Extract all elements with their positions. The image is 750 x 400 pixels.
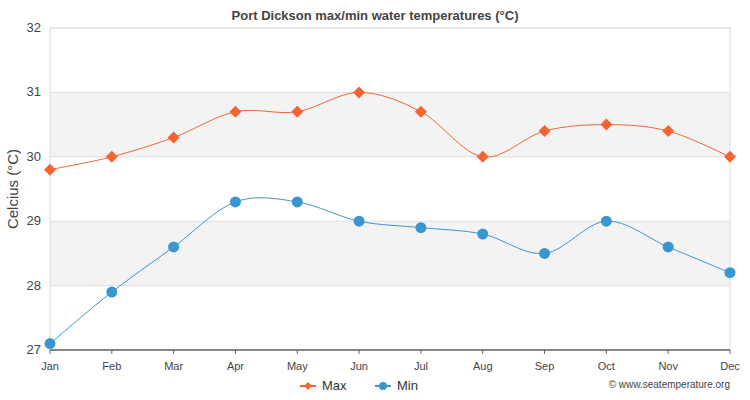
- x-tick: [482, 350, 483, 354]
- marker: [601, 216, 612, 227]
- grid-line: [50, 285, 730, 286]
- grid-line: [50, 156, 730, 157]
- marker: [168, 241, 179, 252]
- series-line: [50, 92, 730, 169]
- marker: [354, 216, 365, 227]
- marker: [45, 338, 56, 349]
- y-tick-label: 29: [27, 213, 41, 228]
- marker: [477, 229, 488, 240]
- x-tick: [359, 350, 360, 354]
- marker: [229, 106, 241, 118]
- series-line: [50, 198, 730, 344]
- x-tick: [235, 350, 236, 354]
- marker: [379, 382, 387, 390]
- legend-item: Max: [300, 378, 347, 393]
- x-tick: [297, 350, 298, 354]
- marker: [304, 382, 312, 390]
- marker: [106, 151, 118, 163]
- x-tick-label: Oct: [598, 360, 615, 372]
- marker: [663, 241, 674, 252]
- y-tick-label: 28: [27, 278, 41, 293]
- grid-line: [50, 92, 730, 93]
- marker: [44, 164, 56, 176]
- marker: [725, 267, 736, 278]
- x-tick: [111, 350, 112, 354]
- annotation: © www.seatemperature.org: [609, 379, 730, 390]
- x-tick-label: Feb: [102, 360, 121, 372]
- plot-frame: [50, 28, 730, 350]
- grid-band: [50, 92, 730, 156]
- y-tick-label: 30: [27, 149, 41, 164]
- marker: [724, 151, 736, 163]
- x-tick-label: Jun: [350, 360, 368, 372]
- marker: [230, 196, 241, 207]
- marker: [662, 125, 674, 137]
- x-tick-label: Jan: [41, 360, 59, 372]
- x-tick: [544, 350, 545, 354]
- x-tick-label: Dec: [720, 360, 740, 372]
- legend-item: Min: [375, 378, 418, 393]
- chart: 27 28 29 30 31 32 Jan Feb Mar Apr May Jun Jul Aug Sep O…: [0, 0, 750, 400]
- marker: [539, 248, 550, 259]
- plot-area: [44, 86, 736, 349]
- y-tick-label: 27: [27, 342, 41, 357]
- x-tick-label: Jul: [414, 360, 428, 372]
- marker: [168, 131, 180, 143]
- marker: [600, 119, 612, 131]
- x-tick: [420, 350, 421, 354]
- x-tick: [50, 350, 51, 354]
- legend-label: Max: [322, 378, 347, 393]
- x-tick-label: Mar: [164, 360, 183, 372]
- y-tick-label: 32: [27, 20, 41, 35]
- marker: [415, 106, 427, 118]
- marker: [415, 222, 426, 233]
- x-tick: [606, 350, 607, 354]
- marker: [539, 125, 551, 137]
- x-tick-label: Aug: [473, 360, 493, 372]
- marker: [477, 151, 489, 163]
- x-tick-label: Nov: [658, 360, 678, 372]
- x-tick: [668, 350, 669, 354]
- marker: [291, 106, 303, 118]
- grid-line: [50, 350, 730, 351]
- grid-line: [50, 221, 730, 222]
- marker: [106, 287, 117, 298]
- x-tick: [730, 350, 731, 354]
- x-tick-label: Apr: [227, 360, 244, 372]
- y-tick-label: 31: [27, 84, 41, 99]
- grid-band: [50, 221, 730, 285]
- marker: [292, 196, 303, 207]
- x-tick-label: Sep: [535, 360, 555, 372]
- x-tick-label: May: [287, 360, 308, 372]
- x-axis: [50, 349, 730, 351]
- x-tick: [173, 350, 174, 354]
- legend-label: Min: [397, 378, 418, 393]
- marker: [353, 86, 365, 98]
- title: Port Dickson max/min water temperatures …: [232, 8, 519, 23]
- y-axis-title: Celcius (°C): [4, 149, 21, 229]
